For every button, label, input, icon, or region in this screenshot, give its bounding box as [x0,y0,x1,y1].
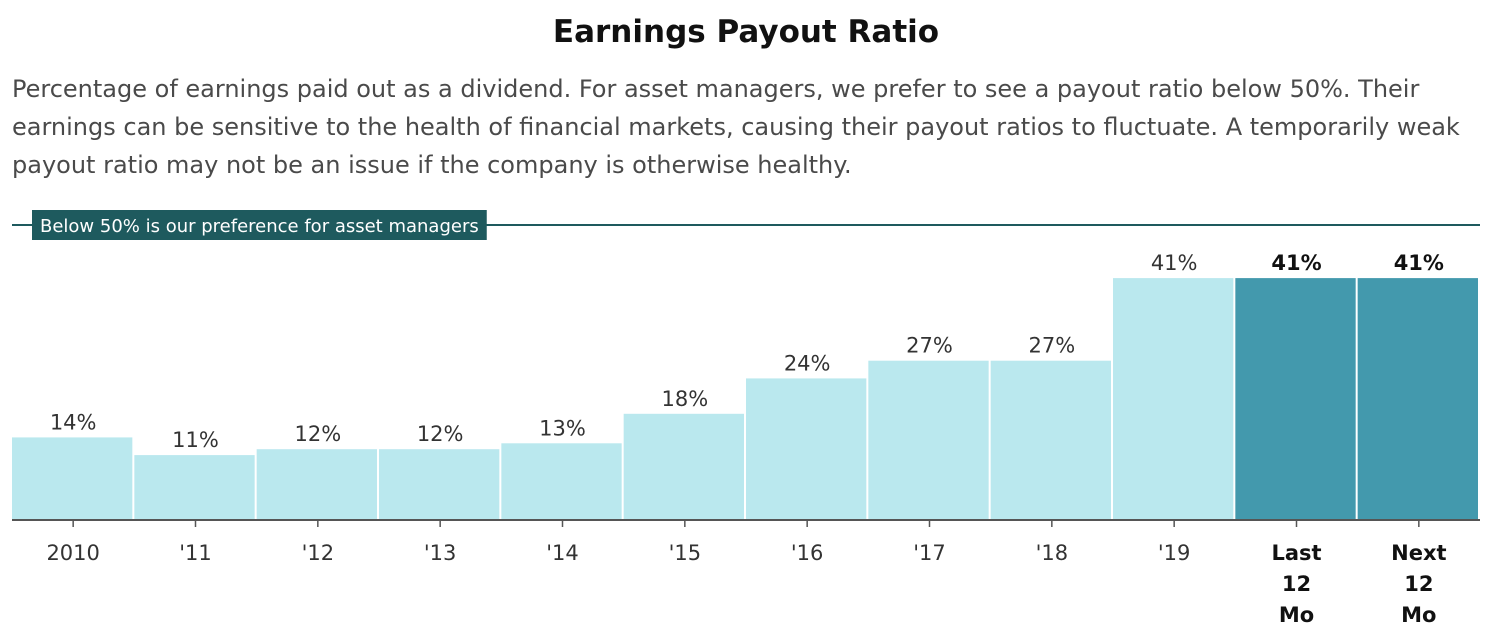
x-label-11-line-1: 12 [1404,572,1433,596]
bar-4 [501,443,622,520]
bar-5 [623,413,744,520]
x-label-1-line-0: '11 [179,541,212,565]
value-label-3: 12% [417,422,464,446]
value-label-10: 41% [1271,251,1321,275]
x-label-8-line-0: '18 [1036,541,1069,565]
bar-1 [134,455,255,520]
value-label-2: 12% [294,422,341,446]
x-label-10: Last 12 Mo [1271,541,1321,627]
x-label-2-line-0: '12 [302,541,335,565]
x-label-10-line-0: Last [1271,541,1321,565]
x-label-11-line-0: Next [1391,541,1446,565]
x-axis-ticks-group [72,520,1420,527]
x-label-11-line-2: Mo [1401,603,1436,627]
x-label-5: '15 [669,541,702,565]
bar-6 [746,378,867,520]
value-label-9: 41% [1151,251,1198,275]
x-label-4: '14 [546,541,579,565]
bar-10 [1235,278,1356,520]
payout-ratio-bar-chart: 14% 11% 12% 12% 13% 18% 24% 27% 27% 41% 41% 41% Bel… [12,210,1480,627]
x-label-3-line-0: '13 [424,541,457,565]
x-label-5-line-0: '15 [669,541,702,565]
x-label-9-line-0: '19 [1158,541,1191,565]
bar-3 [379,449,500,520]
x-label-3: '13 [424,541,457,565]
value-label-8: 27% [1028,334,1075,358]
x-label-6: '16 [791,541,824,565]
x-label-10-line-1: 12 [1282,572,1311,596]
value-label-6: 24% [784,351,831,375]
chart-title: Earnings Payout Ratio [552,14,940,50]
x-label-8: '18 [1036,541,1069,565]
value-label-0: 14% [50,410,97,434]
reference-line-label: Below 50% is our preference for asset ma… [40,216,479,237]
reference-line-label-background [32,210,487,240]
value-labels-group: 14% 11% 12% 12% 13% 18% 24% 27% 27% 41% 41% 41% [50,251,1444,452]
x-label-6-line-0: '16 [791,541,824,565]
x-label-1: '11 [179,541,212,565]
value-label-4: 13% [539,416,586,440]
chart-description: Percentage of earnings paid out as a div… [12,75,1460,179]
value-label-5: 18% [661,387,708,411]
x-label-11: Next 12 Mo [1391,541,1446,627]
bar-9 [1113,278,1234,520]
value-label-11: 41% [1394,251,1444,275]
bar-0 [12,437,133,520]
x-label-0: 2010 [46,541,99,565]
bar-7 [868,360,989,520]
x-label-2: '12 [302,541,335,565]
x-label-4-line-0: '14 [546,541,579,565]
bars-group [12,278,1478,520]
bar-8 [990,360,1111,520]
x-label-10-line-2: Mo [1279,603,1314,627]
x-label-7-line-0: '17 [913,541,946,565]
x-label-7: '17 [913,541,946,565]
x-label-0-line-0: 2010 [46,541,99,565]
value-label-7: 27% [906,334,953,358]
bar-2 [256,449,377,520]
x-label-9: '19 [1158,541,1191,565]
bar-11 [1357,278,1478,520]
value-label-1: 11% [172,428,219,452]
x-axis-labels-group: 2010'11'12'13'14'15'16'17'18'19 Last 12 MoN… [46,541,1446,627]
